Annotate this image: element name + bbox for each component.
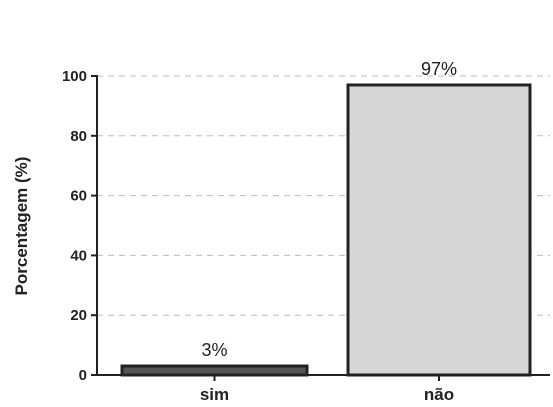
y-tick-label: 40 xyxy=(70,247,87,264)
x-tick-label: não xyxy=(424,385,454,404)
x-tick-label: sim xyxy=(200,385,229,404)
bar-não xyxy=(346,83,532,377)
y-tick-label: 20 xyxy=(70,307,87,324)
y-tick-labels: 0 20 40 60 80 100 xyxy=(62,68,87,384)
bars xyxy=(120,83,532,377)
axes xyxy=(91,75,550,381)
data-label: 97% xyxy=(421,59,457,79)
data-label: 3% xyxy=(201,340,227,360)
y-axis-title: Porcentagem (%) xyxy=(12,157,31,296)
y-tick-label: 0 xyxy=(79,367,87,384)
y-tick-label: 80 xyxy=(70,128,87,145)
bar-sim xyxy=(120,364,309,377)
y-tick-label: 100 xyxy=(62,68,87,85)
x-tick-labels: sim não xyxy=(200,385,454,404)
y-tick-label: 60 xyxy=(70,188,87,205)
data-labels: 3% 97% xyxy=(201,59,457,360)
